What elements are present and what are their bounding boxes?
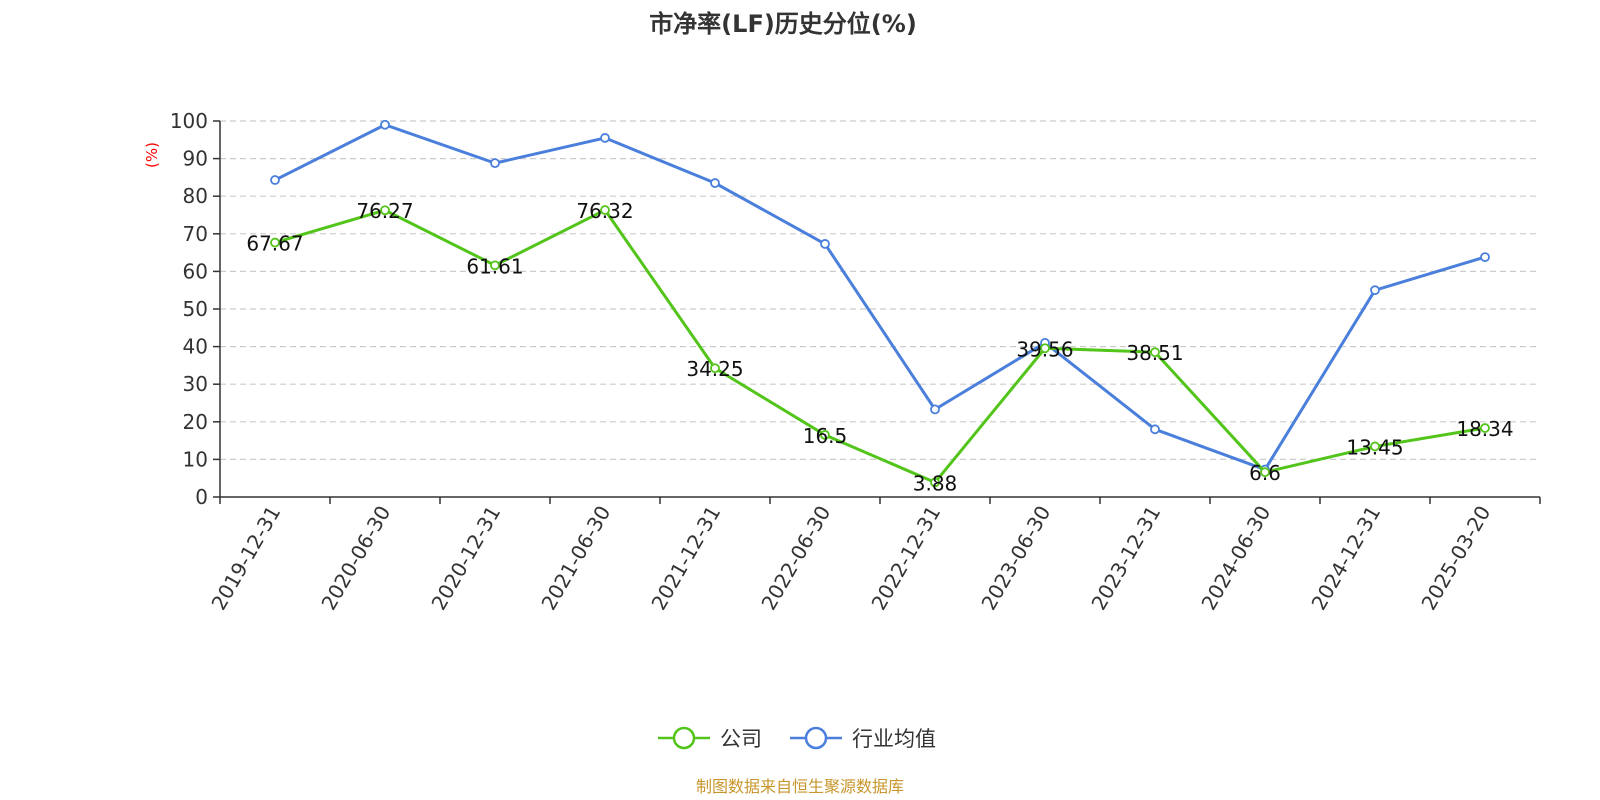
legend[interactable]: 公司 行业均值 [658,726,936,751]
data-label: 39.56 [1016,337,1073,361]
data-label: 3.88 [913,471,958,495]
x-tick-label: 2022-06-30 [756,502,835,615]
data-point[interactable] [820,239,830,249]
data-label: 13.45 [1346,435,1403,459]
data-point[interactable] [1480,423,1490,433]
series-line [274,123,1486,472]
x-tick-label: 2023-12-31 [1086,502,1165,615]
y-tick-label: 0 [195,485,208,509]
data-point[interactable] [710,363,720,374]
y-tick-label: 70 [183,222,208,246]
data-label: 67.67 [246,232,303,256]
y-tick-label: 100 [170,109,208,133]
data-point[interactable] [600,133,610,143]
data-label: 6.6 [1249,461,1281,485]
series-industry-average [270,119,1490,475]
legend-marker-company [672,726,696,750]
data-point[interactable] [1370,441,1380,452]
y-tick-label: 50 [183,297,208,321]
data-label: 16.5 [803,424,848,448]
x-tick-label: 2019-12-31 [206,502,285,615]
series-line [274,208,1486,484]
series-company [270,205,1490,488]
y-tick-label: 30 [183,372,208,396]
data-point[interactable] [820,430,830,440]
chart-title: 市净率(LF)历史分位(%) [649,10,917,38]
x-tick-label: 2025-03-20 [1416,502,1495,615]
legend-item-industry-average[interactable]: 行业均值 [790,726,936,751]
data-point[interactable] [1040,343,1050,354]
axes: 0 10 20 30 40 50 60 70 80 90 100 2019-12-31 2020-06-… [170,109,1541,615]
data-point[interactable] [600,205,610,215]
data-labels: 67.67 76.27 61.61 76.32 34.25 16.5 3.88 39.56 38… [246,199,1513,495]
x-tick-label: 2023-06-30 [976,502,1055,615]
data-label: 34.25 [686,357,743,381]
y-tick-label: 60 [183,259,208,283]
grid-lines [220,120,1540,460]
legend-label-industry-average: 行业均值 [852,727,936,751]
data-point[interactable] [710,178,720,188]
data-point[interactable] [380,205,390,216]
x-tick-label: 2022-12-31 [866,502,945,615]
legend-item-company[interactable]: 公司 [658,726,762,751]
y-tick-label: 20 [183,410,208,434]
data-point[interactable] [270,175,280,185]
data-point[interactable] [380,119,390,130]
data-point[interactable] [930,404,940,415]
x-tick-label: 2020-12-31 [426,502,505,615]
data-point[interactable] [490,260,500,271]
y-tick-label: 80 [183,184,208,208]
x-tick-label: 2021-12-31 [646,502,725,615]
data-point[interactable] [270,237,280,248]
y-axis-label: (%) [143,142,161,168]
legend-marker-industry-average [804,726,828,750]
data-point[interactable] [1150,424,1160,435]
data-label: 18.34 [1456,417,1513,441]
data-point[interactable] [1260,467,1270,478]
data-label: 76.27 [356,199,413,223]
data-point[interactable] [1370,285,1380,296]
data-point[interactable] [930,477,940,488]
x-tick-label: 2024-12-31 [1306,502,1385,615]
data-label: 38.51 [1126,341,1183,365]
x-tick-label: 2021-06-30 [536,502,615,615]
x-tick-label: 2024-06-30 [1196,502,1275,615]
data-label: 61.61 [466,254,523,278]
data-point[interactable] [490,158,500,169]
legend-label-company: 公司 [720,727,762,751]
y-tick-label: 90 [183,147,208,171]
source-note: 制图数据来自恒生聚源数据库 [696,777,904,796]
data-point[interactable] [1150,347,1160,358]
y-tick-label: 10 [183,447,208,471]
data-point[interactable] [1480,252,1490,263]
y-tick-label: 40 [183,335,208,359]
data-label: 76.32 [576,199,633,223]
x-tick-label: 2020-06-30 [316,502,395,615]
series-layer [270,119,1490,488]
